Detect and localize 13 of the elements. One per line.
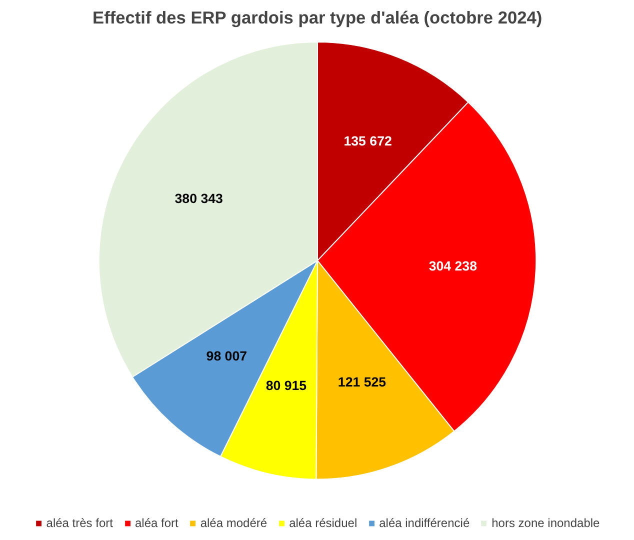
chart-title: Effectif des ERP gardois par type d'aléa (octobre 2024) <box>92 8 542 28</box>
legend-label: aléa indifférencié <box>379 516 470 530</box>
data-label: 98 007 <box>206 348 248 364</box>
legend-label: aléa modéré <box>200 516 268 530</box>
data-label: 380 343 <box>174 190 223 206</box>
legend-label: aléa fort <box>134 516 178 530</box>
data-label: 304 238 <box>428 258 478 274</box>
legend-label: aléa très fort <box>46 516 113 530</box>
data-label: 135 672 <box>344 134 392 149</box>
data-label: 121 525 <box>338 374 387 390</box>
legend-label: aléa résiduel <box>289 516 358 530</box>
legend-label: hors zone inondable <box>492 516 600 530</box>
data-label: 80 915 <box>266 378 308 394</box>
